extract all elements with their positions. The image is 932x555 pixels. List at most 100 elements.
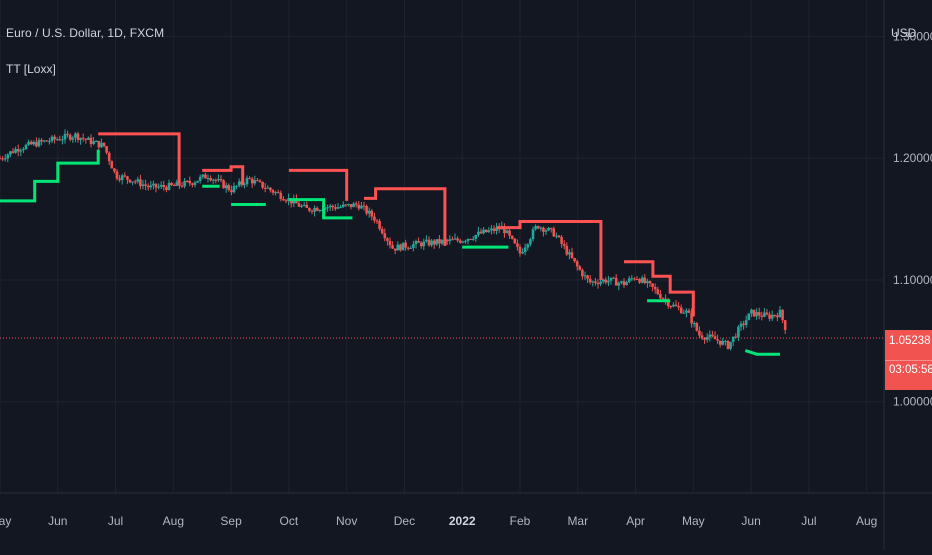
candle-body	[604, 279, 608, 283]
candle-body	[149, 185, 153, 188]
candle-body	[425, 239, 428, 242]
candle-body	[505, 230, 509, 234]
candle-body	[773, 314, 777, 316]
candle-body	[0, 158, 2, 160]
bullish-step-line	[744, 349, 780, 356]
candle-body	[224, 185, 228, 189]
time-tick-label: 2022	[449, 514, 476, 528]
indicator-name[interactable]: TT [Loxx]	[6, 62, 56, 76]
candle-body	[141, 184, 145, 187]
candle-body	[726, 340, 730, 349]
candle-body	[451, 239, 454, 241]
time-tick-label: Jun	[741, 514, 760, 528]
candle-body	[739, 323, 743, 327]
candle-body	[477, 231, 480, 235]
candle-body	[666, 300, 670, 307]
candle-body	[375, 220, 379, 222]
candle-body	[458, 240, 462, 243]
price-tag-divider	[885, 360, 932, 361]
symbol-title[interactable]: Euro / U.S. Dollar, 1D, FXCM	[6, 26, 165, 40]
candle-body	[770, 314, 774, 319]
candle-body	[19, 150, 23, 152]
candle-body	[157, 186, 160, 188]
candle-body	[721, 340, 725, 345]
candle-body	[172, 185, 176, 187]
candle-body	[315, 207, 319, 211]
candle-body	[487, 230, 491, 233]
candle-body	[37, 139, 41, 147]
candle-body	[677, 306, 680, 308]
candle-body	[349, 204, 353, 208]
candle-body	[55, 139, 59, 141]
candle-body	[16, 149, 20, 152]
currency-label[interactable]: USD	[891, 26, 917, 40]
candle-body	[742, 323, 745, 325]
candle-body	[617, 282, 621, 286]
candle-body	[63, 133, 67, 140]
candle-body	[347, 204, 350, 206]
candle-body	[765, 312, 769, 315]
candle-body	[29, 141, 33, 145]
candle-body	[146, 185, 150, 188]
candle-body	[630, 278, 634, 280]
candle-body	[271, 190, 275, 193]
candle-body	[170, 182, 173, 186]
candle-body	[526, 244, 530, 248]
candle-body	[204, 174, 207, 179]
candle-body	[328, 205, 332, 208]
candle-body	[391, 245, 394, 249]
candle-body	[89, 137, 93, 145]
candle-body	[92, 141, 95, 145]
candle-body	[373, 216, 376, 221]
candle-body	[167, 182, 171, 190]
candle-body	[731, 336, 735, 342]
candle-body	[484, 229, 488, 233]
price-tick-label: 1.00000	[893, 395, 932, 409]
candle-body	[105, 146, 108, 153]
candle-body	[14, 149, 17, 153]
price-tick-label: 1.30000	[893, 30, 932, 44]
candle-body	[258, 180, 262, 182]
time-tick-label: Sep	[220, 514, 242, 528]
candle-body	[61, 139, 64, 141]
candle-body	[539, 227, 543, 229]
candle-body	[279, 192, 283, 200]
candle-body	[188, 180, 192, 184]
candle-body	[469, 238, 472, 240]
candle-body	[230, 190, 233, 193]
candle-body	[529, 239, 532, 245]
candle-body	[120, 175, 124, 181]
candle-body	[313, 207, 316, 212]
candle-body	[679, 307, 683, 314]
candle-body	[152, 183, 155, 186]
candle-body	[308, 207, 311, 211]
time-tick-label: May	[682, 514, 705, 528]
candle-body	[40, 139, 43, 142]
candle-body	[133, 181, 137, 183]
candle-body	[196, 180, 199, 183]
candle-body	[588, 278, 592, 283]
candle-body	[282, 199, 285, 201]
candle-body	[27, 141, 30, 145]
candle-body	[783, 320, 787, 330]
candle-body	[87, 137, 90, 140]
candle-body	[367, 210, 371, 214]
candle-body	[396, 244, 400, 251]
candle-body	[414, 240, 418, 245]
candle-body	[185, 180, 189, 182]
candle-body	[747, 313, 751, 321]
candle-body	[607, 280, 610, 283]
candle-body	[557, 235, 561, 238]
candle-body	[687, 310, 691, 313]
candle-body	[581, 269, 584, 277]
candle-body	[755, 312, 758, 317]
candle-body	[542, 227, 545, 232]
candle-body	[339, 206, 342, 208]
candle-body	[219, 179, 223, 181]
candle-body	[53, 136, 56, 140]
candle-body	[232, 185, 236, 193]
candle-body	[560, 237, 563, 244]
candle-body	[183, 180, 186, 187]
